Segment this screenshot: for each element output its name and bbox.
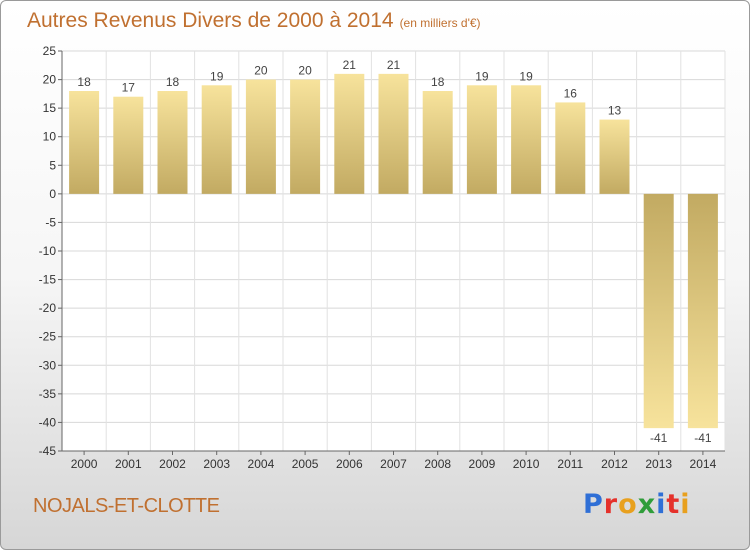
x-tick-label: 2012 [601, 457, 628, 471]
y-tick-label: -45 [39, 444, 57, 458]
logo-letter: t [666, 489, 681, 520]
value-label: -41 [650, 431, 668, 445]
bar [245, 79, 276, 194]
value-label: 20 [254, 64, 268, 78]
value-label: 13 [608, 104, 622, 118]
value-label: -41 [694, 431, 712, 445]
x-tick-label: 2010 [513, 457, 540, 471]
x-tick-label: 2006 [336, 457, 363, 471]
bar [113, 96, 144, 194]
x-tick-label: 2013 [645, 457, 672, 471]
bar [422, 91, 453, 194]
logo-letter: i [680, 489, 691, 520]
y-tick-label: 5 [49, 158, 56, 172]
logo-letter: i [656, 489, 667, 520]
x-tick-label: 2003 [203, 457, 230, 471]
y-tick-label: -5 [45, 215, 56, 229]
x-tick-label: 2011 [557, 457, 583, 471]
logo-letter: o [618, 489, 638, 520]
x-tick-label: 2002 [159, 457, 186, 471]
bar [466, 85, 497, 194]
bar [201, 85, 232, 194]
bar [157, 91, 188, 194]
title-text: Autres Revenus Divers de 2000 à 2014 [27, 9, 394, 32]
proxiti-logo[interactable]: Proxiti [583, 489, 691, 520]
value-label: 19 [210, 69, 224, 83]
bar [511, 85, 542, 194]
commune-name: NOJALS-ET-CLOTTE [33, 495, 220, 517]
x-tick-label: 2014 [690, 457, 717, 471]
x-tick-label: 2001 [115, 457, 142, 471]
y-tick-label: -15 [39, 273, 57, 287]
bars: 18 17 18 19 20 20 21 21 18 19 19 16 13 -41 -41 [69, 58, 718, 445]
value-label: 18 [431, 75, 445, 89]
logo-letter: r [603, 489, 619, 520]
x-tick-label: 2005 [292, 457, 319, 471]
value-label: 16 [564, 86, 578, 100]
y-tick-label: 20 [43, 73, 57, 87]
axes: 25 20 15 10 5 0 -5 -10 -15 -20 -25 -30 -35 -40 -45 2000… [39, 44, 725, 471]
bar [687, 193, 718, 429]
chart-title: Autres Revenus Divers de 2000 à 2014 (en … [27, 9, 481, 33]
value-label: 21 [387, 58, 401, 72]
y-tick-label: -20 [39, 301, 57, 315]
logo-letter: x [637, 489, 657, 520]
value-label: 19 [519, 69, 533, 83]
bar [334, 73, 365, 194]
bar [555, 102, 586, 194]
y-tick-label: 15 [43, 101, 57, 115]
value-label: 20 [298, 64, 312, 78]
value-label: 17 [122, 81, 136, 95]
y-tick-label: 0 [49, 187, 56, 201]
x-tick-label: 2009 [469, 457, 496, 471]
y-tick-label: 10 [43, 130, 57, 144]
y-tick-label: -10 [39, 244, 57, 258]
bar [69, 91, 100, 194]
value-label: 18 [77, 75, 91, 89]
y-tick-label: 25 [43, 44, 57, 58]
value-label: 21 [343, 58, 357, 72]
x-tick-label: 2008 [424, 457, 451, 471]
value-label: 19 [475, 69, 489, 83]
bar [643, 193, 674, 429]
bar [290, 79, 321, 194]
x-tick-label: 2007 [380, 457, 407, 471]
y-tick-label: -35 [39, 387, 57, 401]
y-tick-label: -25 [39, 330, 57, 344]
bar [378, 73, 409, 194]
x-tick-label: 2000 [71, 457, 98, 471]
y-tick-label: -30 [39, 358, 57, 372]
x-tick-label: 2004 [248, 457, 275, 471]
bar [599, 119, 630, 194]
logo-letter: P [583, 489, 604, 520]
y-tick-label: -40 [39, 415, 57, 429]
unit-label: (en milliers d'€) [399, 16, 481, 30]
value-label: 18 [166, 75, 180, 89]
